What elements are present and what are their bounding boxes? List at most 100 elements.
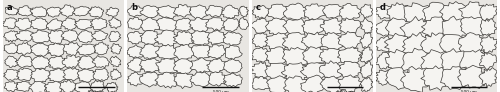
Polygon shape: [400, 66, 433, 92]
Polygon shape: [284, 3, 310, 20]
Polygon shape: [338, 47, 362, 64]
Polygon shape: [440, 67, 470, 90]
Polygon shape: [88, 7, 104, 17]
Polygon shape: [458, 1, 486, 22]
Polygon shape: [110, 69, 121, 80]
Polygon shape: [385, 49, 414, 74]
Polygon shape: [4, 56, 19, 67]
Text: d: d: [380, 3, 386, 12]
Polygon shape: [190, 58, 214, 73]
Polygon shape: [63, 43, 81, 56]
Polygon shape: [238, 17, 248, 30]
Polygon shape: [265, 63, 291, 80]
Polygon shape: [375, 5, 394, 19]
Polygon shape: [321, 33, 345, 50]
Polygon shape: [156, 17, 179, 32]
Polygon shape: [322, 5, 344, 18]
Polygon shape: [360, 61, 373, 78]
Polygon shape: [401, 48, 434, 74]
Polygon shape: [94, 42, 109, 55]
Polygon shape: [48, 68, 68, 83]
Polygon shape: [75, 82, 92, 92]
Polygon shape: [44, 81, 64, 92]
Polygon shape: [15, 31, 34, 41]
Polygon shape: [240, 6, 248, 17]
Polygon shape: [140, 6, 160, 19]
Polygon shape: [224, 32, 242, 46]
Polygon shape: [320, 18, 345, 36]
Polygon shape: [283, 19, 310, 36]
Polygon shape: [302, 19, 327, 35]
Polygon shape: [46, 7, 61, 17]
Polygon shape: [360, 4, 373, 18]
Polygon shape: [222, 18, 240, 32]
Text: 500 μm: 500 μm: [337, 90, 353, 92]
Polygon shape: [92, 31, 108, 41]
Polygon shape: [422, 17, 451, 40]
Polygon shape: [480, 52, 497, 69]
Polygon shape: [90, 18, 108, 30]
Polygon shape: [252, 18, 272, 33]
Polygon shape: [128, 72, 144, 86]
Polygon shape: [4, 31, 19, 42]
Polygon shape: [252, 47, 270, 62]
Polygon shape: [63, 68, 80, 81]
Polygon shape: [338, 61, 361, 78]
Polygon shape: [127, 6, 144, 17]
Text: a: a: [6, 3, 12, 12]
Polygon shape: [48, 30, 66, 44]
Polygon shape: [109, 17, 121, 29]
Polygon shape: [155, 72, 180, 88]
Polygon shape: [140, 18, 160, 32]
Polygon shape: [30, 30, 50, 43]
Polygon shape: [458, 33, 486, 56]
Polygon shape: [47, 43, 65, 57]
Polygon shape: [404, 3, 429, 25]
Polygon shape: [76, 44, 96, 55]
Polygon shape: [15, 18, 32, 30]
Polygon shape: [208, 72, 227, 86]
Polygon shape: [480, 4, 497, 21]
Polygon shape: [384, 33, 414, 57]
Polygon shape: [62, 18, 78, 31]
Polygon shape: [28, 81, 48, 92]
Polygon shape: [191, 31, 212, 45]
Polygon shape: [387, 3, 411, 22]
Polygon shape: [460, 17, 488, 40]
Polygon shape: [301, 32, 327, 51]
Text: 500 μm: 500 μm: [461, 90, 477, 92]
Polygon shape: [338, 31, 362, 49]
Polygon shape: [205, 5, 223, 17]
Polygon shape: [30, 7, 47, 17]
Polygon shape: [360, 77, 373, 92]
Polygon shape: [190, 72, 212, 87]
Polygon shape: [320, 61, 345, 80]
Polygon shape: [300, 75, 328, 92]
Polygon shape: [5, 6, 20, 15]
Polygon shape: [340, 3, 361, 20]
Polygon shape: [265, 47, 291, 65]
Polygon shape: [127, 45, 144, 58]
Polygon shape: [206, 18, 225, 31]
Polygon shape: [4, 43, 19, 54]
Polygon shape: [300, 63, 329, 81]
Polygon shape: [174, 73, 196, 89]
Polygon shape: [207, 30, 227, 44]
Polygon shape: [225, 45, 242, 60]
Polygon shape: [266, 76, 291, 92]
Polygon shape: [402, 32, 433, 60]
Polygon shape: [156, 44, 178, 61]
Polygon shape: [15, 56, 34, 68]
Polygon shape: [31, 56, 51, 69]
Polygon shape: [74, 19, 94, 29]
Polygon shape: [265, 33, 291, 51]
Polygon shape: [304, 4, 327, 20]
Polygon shape: [266, 18, 291, 35]
Polygon shape: [173, 31, 196, 46]
Polygon shape: [252, 76, 270, 90]
Polygon shape: [224, 73, 242, 87]
Polygon shape: [140, 44, 160, 59]
Text: 500 μm: 500 μm: [212, 90, 228, 92]
Polygon shape: [479, 68, 498, 87]
Polygon shape: [16, 68, 34, 81]
